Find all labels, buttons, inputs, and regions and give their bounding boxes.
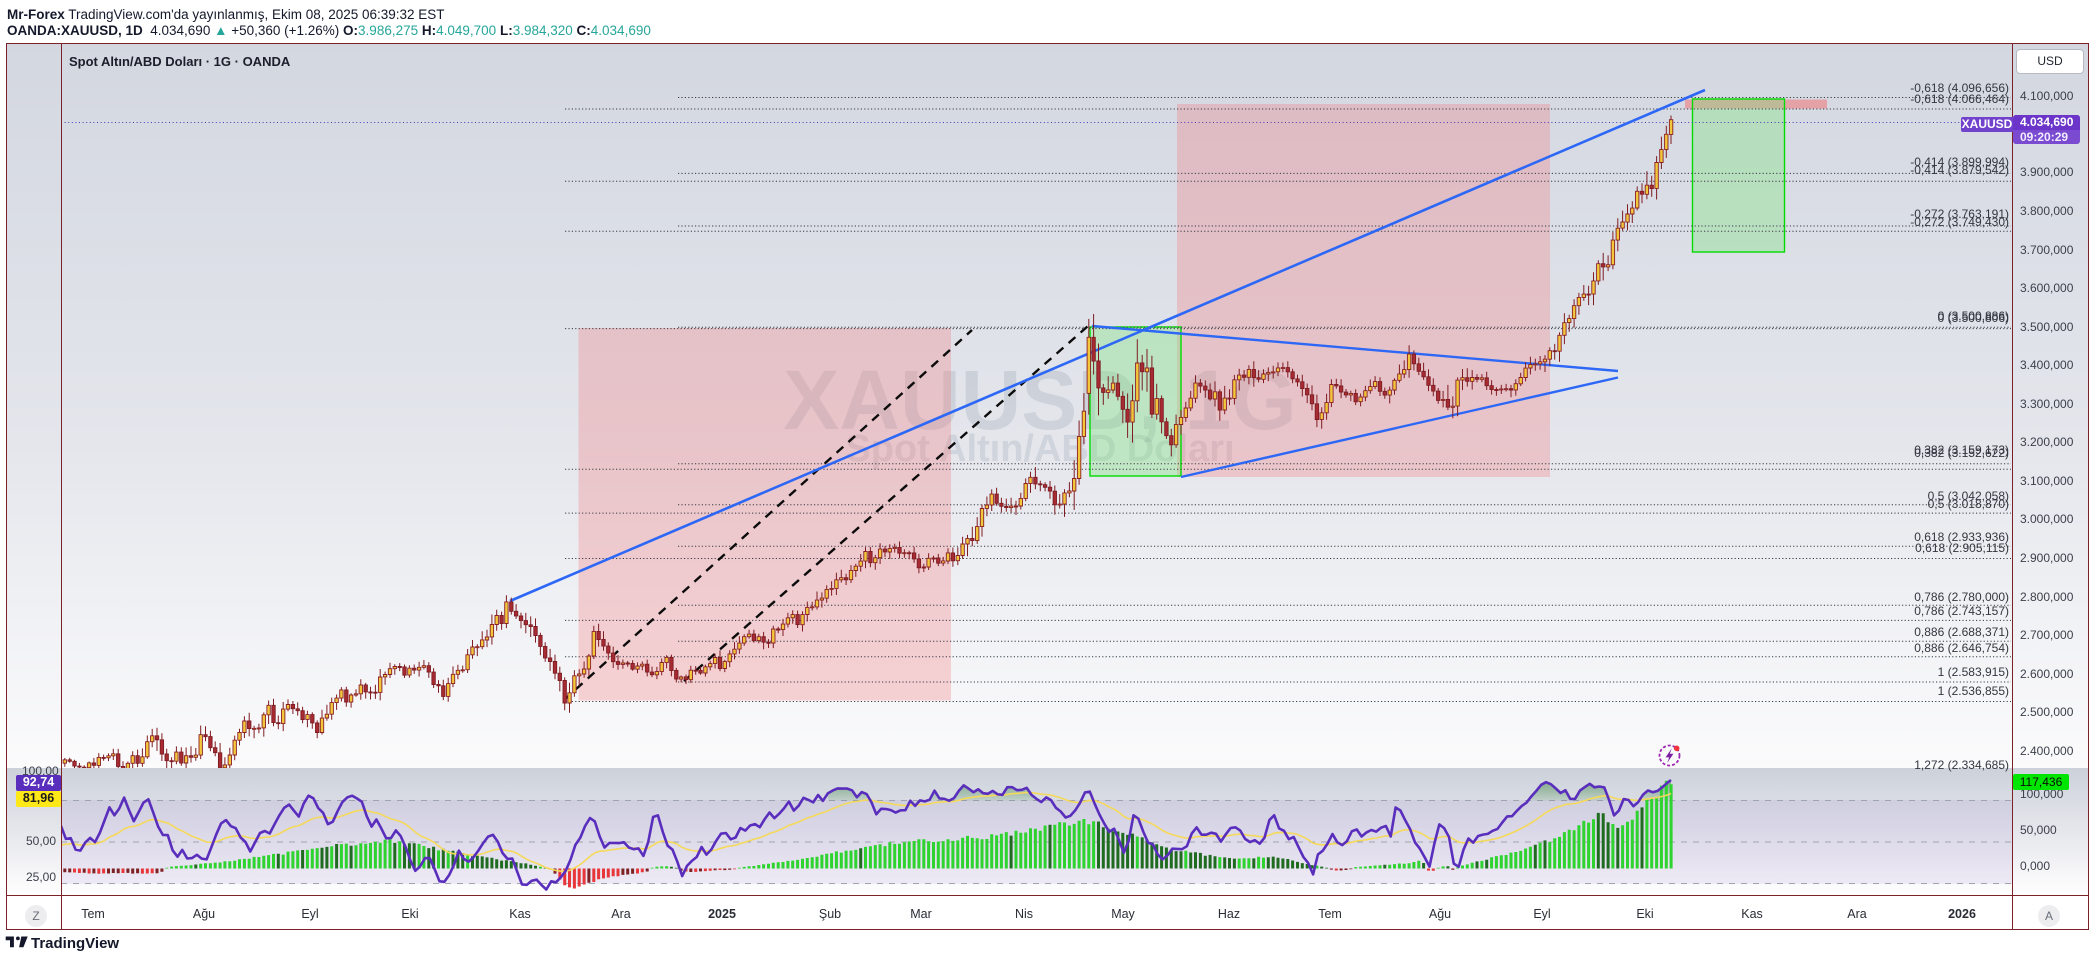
svg-text:TradingView: TradingView <box>31 935 119 952</box>
